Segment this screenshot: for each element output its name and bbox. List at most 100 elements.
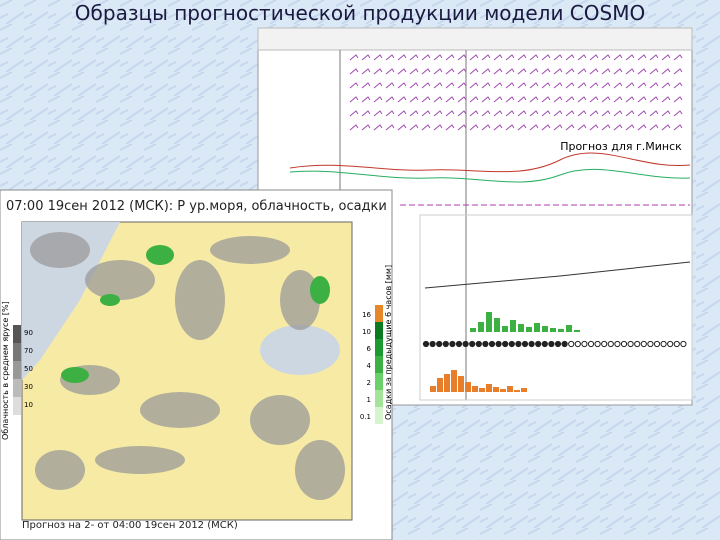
cloud-symbol [653,340,661,348]
wind-barb [397,82,407,89]
wind-barb [601,124,611,131]
wind-barb [409,68,419,75]
cloud-symbol [568,340,575,348]
wind-barb [457,124,467,131]
cloud-symbol [475,340,482,348]
precip-area [146,245,174,265]
map-header: 07:00 19сен 2012 (МСК): Р ур.моря, облач… [6,199,387,214]
wind-barb [565,96,575,103]
wind-barb [445,110,455,117]
wind-barb [409,110,419,117]
legend-level: 10 [362,328,371,336]
wind-barb [481,68,491,75]
wind-barb [361,54,371,61]
wind-barb [553,124,563,131]
cloud-symbol [429,340,436,348]
wind-barb [661,82,671,89]
wind-barb [661,110,671,117]
legend-swatch [375,305,383,322]
wind-barb [577,68,587,75]
legend-swatch [13,325,21,343]
precip-bar [566,325,572,332]
cloud-symbol [455,340,463,348]
wind-barb [541,82,551,89]
wind-barb [601,82,611,89]
wind-barb [565,110,575,117]
wind-barb [517,82,527,89]
cloud-area [210,236,290,264]
wind-barb [481,54,491,61]
wind-barb [505,96,515,103]
legend-swatch [13,361,21,379]
wind-barb [445,54,455,61]
cloud-symbol [680,340,687,348]
wind-barb [625,54,635,61]
wind-barb [349,68,359,75]
wind-barb [481,96,491,103]
wind-barb [637,110,647,117]
wind-barb [469,96,479,103]
precip-bar [574,330,580,332]
snow-bar [465,382,471,392]
snow-bar [444,374,450,392]
legend-level: 30 [24,383,33,391]
wind-barb [601,54,611,61]
cloud-symbol [574,340,581,348]
wind-barb [373,54,383,61]
wind-barb [385,110,395,117]
wind-barb [385,82,395,89]
cloud-symbol [436,340,443,348]
cloud-symbol [422,340,430,348]
wind-barb [637,124,647,131]
wind-barb [445,96,455,103]
wind-barb [373,82,383,89]
wind-barb [433,82,443,89]
cloud-symbol [488,340,496,348]
cloud-symbol [449,340,456,348]
wind-barb [625,82,635,89]
wind-barb [505,68,515,75]
wind-barb [457,110,467,117]
wind-barb [553,96,563,103]
cloud-area [85,260,155,300]
wind-barb [613,54,623,61]
wind-barb [385,124,395,131]
wind-barb [481,110,491,117]
wind-barb [421,82,431,89]
wind-barb [517,68,527,75]
wind-barb [469,68,479,75]
precip-bar [470,328,476,332]
wind-barb [589,96,599,103]
wind-barb [445,82,455,89]
cloud-symbol [627,340,634,348]
slide-title: Образцы прогностической продукции модели… [75,1,645,25]
wind-barb [397,68,407,75]
wind-barb [493,82,503,89]
wind-barb [457,82,467,89]
cloud-symbol [521,340,529,348]
wind-barb [493,54,503,61]
wind-barb [625,96,635,103]
cloud-symbol [442,340,449,348]
precip-bar [502,326,508,332]
wind-barb [577,110,587,117]
cloud-symbol [634,340,641,348]
snow-bar [437,378,443,392]
legend-swatch [375,390,383,407]
wind-barb [553,68,563,75]
wind-barb [649,82,659,89]
wind-barb [493,124,503,131]
precip-area [100,294,120,306]
cloud-symbol [495,340,502,348]
snow-bar [500,389,506,392]
wind-barb [541,96,551,103]
cloud-symbol [535,340,542,348]
cloud-area [95,446,185,474]
wind-barb [457,96,467,103]
precip-bar [478,322,484,332]
wind-barb [589,54,599,61]
wind-barb [661,96,671,103]
wind-barb [565,68,575,75]
snow-bar [493,387,499,392]
precip-bar [550,328,556,332]
